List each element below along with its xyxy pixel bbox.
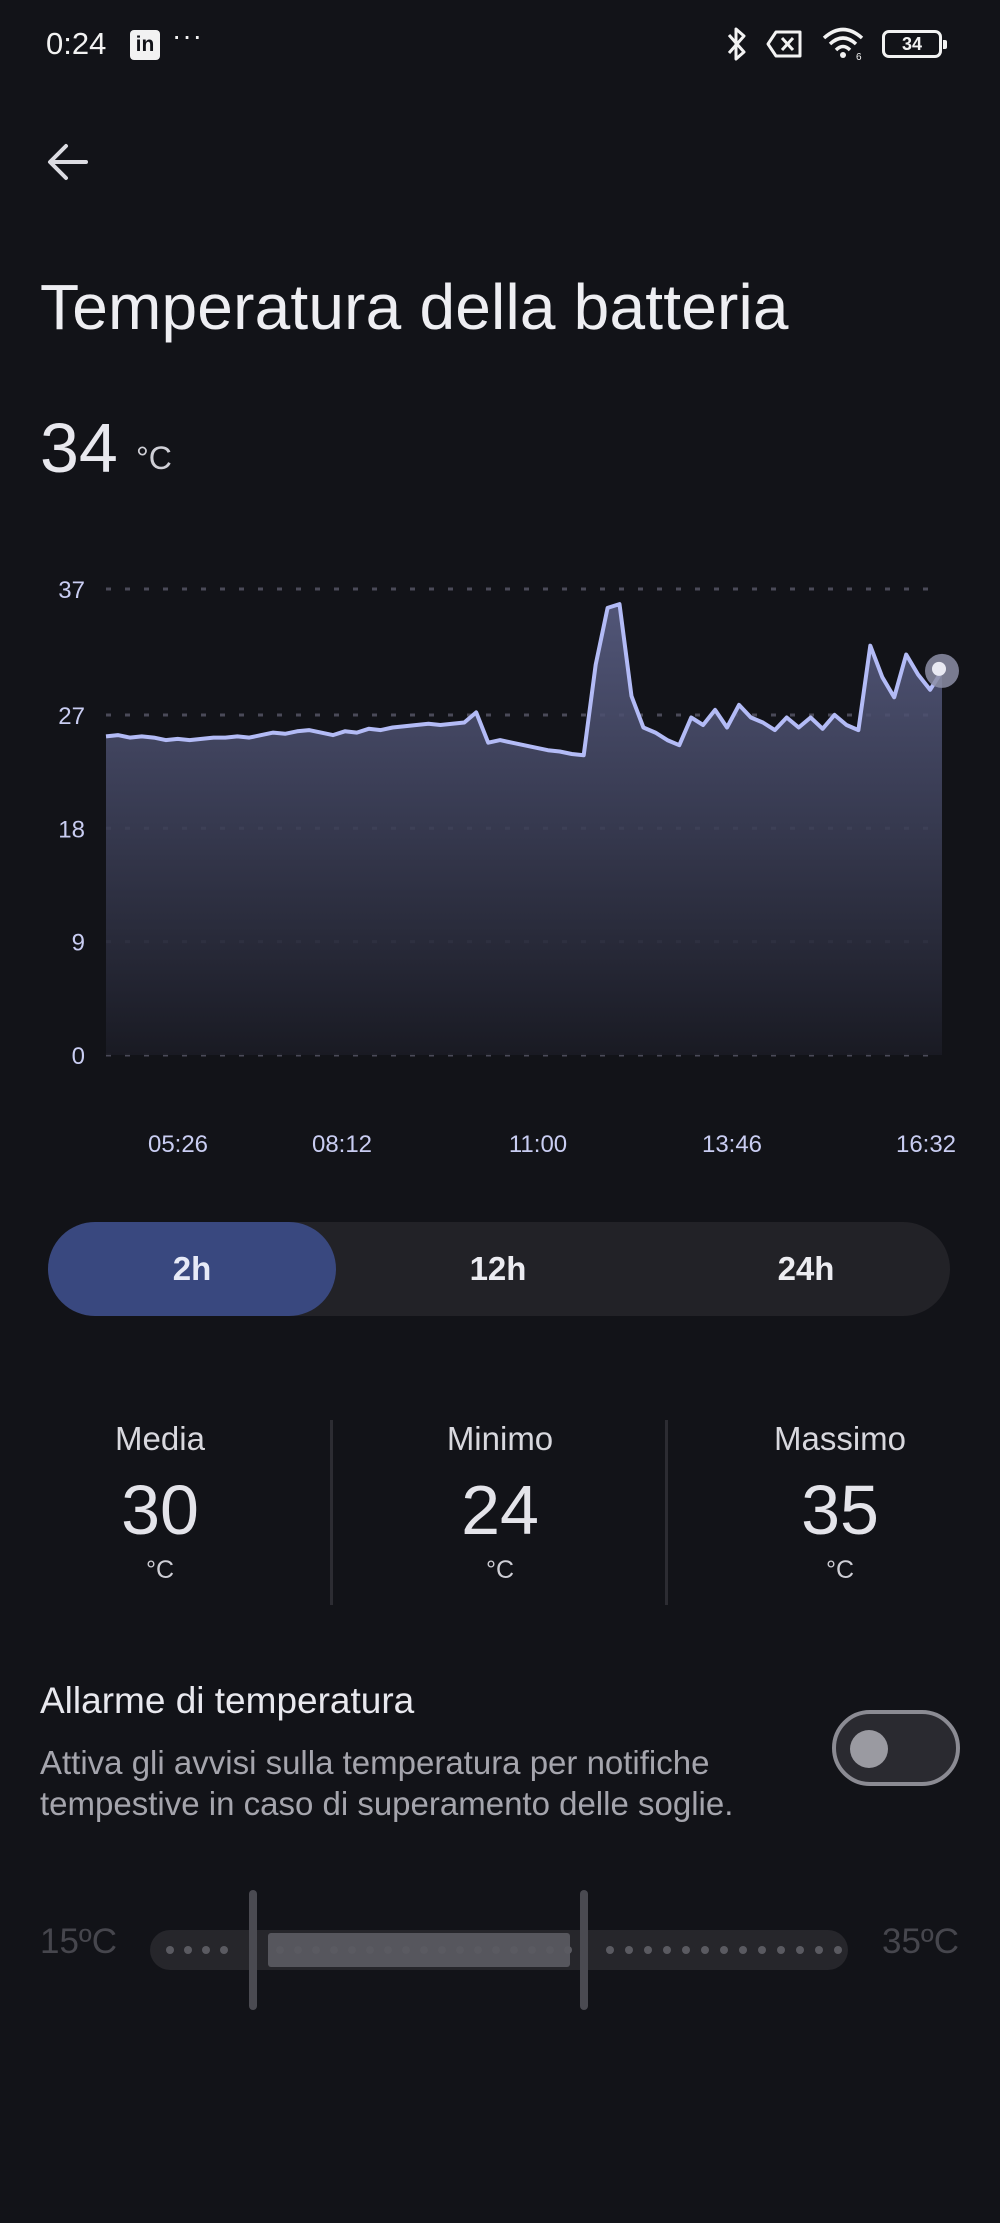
slider-tick-dot: [663, 1946, 671, 1954]
stat-average-label: Media: [115, 1420, 205, 1457]
threshold-range-slider[interactable]: [150, 1890, 848, 2010]
slider-tick-dot: [348, 1946, 356, 1954]
stat-average: Media 30 °C: [0, 1420, 320, 1585]
slider-tick-dot: [720, 1946, 728, 1954]
threshold-slider-graphic: [150, 1890, 848, 2010]
slider-tick-dot: [438, 1946, 446, 1954]
threshold-max-label: 35ºC: [882, 1922, 959, 1961]
y-tick-label: 0: [72, 1043, 85, 1070]
slider-tick-dot: [510, 1946, 518, 1954]
stat-minimum-value: 24: [461, 1471, 539, 1549]
threshold-max-handle[interactable]: [580, 1890, 588, 2010]
threshold-min-label: 15ºC: [40, 1922, 117, 1961]
arrow-left-icon: [48, 144, 88, 180]
y-tick-label: 27: [58, 703, 85, 730]
slider-tick-dot: [528, 1946, 536, 1954]
slider-tick-dot: [815, 1946, 823, 1954]
alarm-description: Attiva gli avvisi sulla temperatura per …: [40, 1744, 734, 1822]
slider-tick-dot: [384, 1946, 392, 1954]
page-title: Temperatura della batteria: [40, 271, 789, 343]
alarm-title: Allarme di temperatura: [40, 1680, 415, 1721]
slider-tick-dot: [166, 1946, 174, 1954]
no-sim-icon: [766, 30, 802, 58]
x-tick-label: 11:00: [509, 1131, 567, 1158]
slider-tick-dot: [402, 1946, 410, 1954]
toggle-knob: [850, 1730, 888, 1768]
slider-tick-dot: [330, 1946, 338, 1954]
slider-tick-dot: [606, 1946, 614, 1954]
slider-tick-dot: [546, 1946, 554, 1954]
slider-tick-dot: [758, 1946, 766, 1954]
stat-average-value: 30: [121, 1471, 199, 1549]
temperature-chart: 37 27 18 9 0 05:26 08:12 11:00 13:46 16:32: [0, 560, 1000, 1170]
slider-tick-dot: [474, 1946, 482, 1954]
x-tick-label: 13:46: [702, 1131, 762, 1158]
threshold-min-handle[interactable]: [249, 1890, 257, 2010]
svg-text:6: 6: [856, 52, 862, 61]
x-tick-label: 08:12: [312, 1131, 372, 1158]
stat-average-unit: °C: [145, 1556, 175, 1584]
current-point-highlight: [932, 661, 946, 676]
y-tick-label: 18: [58, 816, 85, 843]
area-fill: [106, 604, 942, 1055]
slider-tick-dot: [701, 1946, 709, 1954]
temperature-chart-svg: 37 27 18 9 0 05:26 08:12 11:00 13:46 16:32: [58, 577, 959, 1158]
stat-maximum-unit: °C: [825, 1556, 855, 1584]
stat-maximum-label: Massimo: [773, 1420, 907, 1457]
y-tick-label: 37: [58, 577, 85, 604]
x-tick-label: 16:32: [896, 1131, 956, 1158]
stat-minimum: Minimo 24 °C: [340, 1420, 660, 1585]
slider-tick-dot: [184, 1946, 192, 1954]
slider-tick-dot: [625, 1946, 633, 1954]
stat-divider: [665, 1420, 668, 1605]
status-time: 0:24: [46, 26, 107, 61]
status-icons: 6 34: [726, 24, 947, 64]
slider-tick-dot: [312, 1946, 320, 1954]
slider-tick-dot: [564, 1946, 572, 1954]
battery-icon: 34: [882, 30, 947, 58]
slider-tick-dot: [682, 1946, 690, 1954]
wifi-6-icon: 6: [822, 27, 864, 61]
slider-tick-dot: [644, 1946, 652, 1954]
bluetooth-icon: [727, 27, 746, 61]
slider-tick-dot: [420, 1946, 428, 1954]
y-tick-label: 9: [72, 930, 85, 957]
slider-tick-dot: [220, 1946, 228, 1954]
stat-maximum-value: 35: [801, 1471, 879, 1549]
stat-divider: [330, 1420, 333, 1605]
slider-tick-dot: [276, 1946, 284, 1954]
slider-tick-dot: [492, 1946, 500, 1954]
x-tick-label: 05:26: [148, 1131, 208, 1158]
back-button[interactable]: [36, 130, 100, 194]
slider-tick-dot: [796, 1946, 804, 1954]
slider-tick-dot: [739, 1946, 747, 1954]
more-notifications-icon: ···: [172, 20, 203, 51]
stat-maximum: Massimo 35 °C: [680, 1420, 1000, 1585]
slider-tick-dot: [834, 1946, 842, 1954]
time-range-selector: 2h 12h 24h: [48, 1222, 950, 1316]
range-option-12h[interactable]: 12h: [469, 1250, 527, 1287]
alarm-toggle[interactable]: [832, 1710, 960, 1786]
slider-tick-dot: [294, 1946, 302, 1954]
linkedin-icon: in: [130, 30, 160, 60]
stat-minimum-unit: °C: [485, 1556, 515, 1584]
temperature-line: [105, 602, 944, 758]
slider-tick-dot: [202, 1946, 210, 1954]
current-temperature-value: 34: [40, 409, 118, 487]
slider-tick-dot: [366, 1946, 374, 1954]
stat-minimum-label: Minimo: [446, 1420, 554, 1457]
range-option-24h[interactable]: 24h: [777, 1250, 835, 1287]
current-temperature-unit: °C: [136, 440, 172, 476]
slider-tick-dot: [777, 1946, 785, 1954]
slider-tick-dot: [456, 1946, 464, 1954]
range-option-2h[interactable]: 2h: [48, 1222, 336, 1316]
